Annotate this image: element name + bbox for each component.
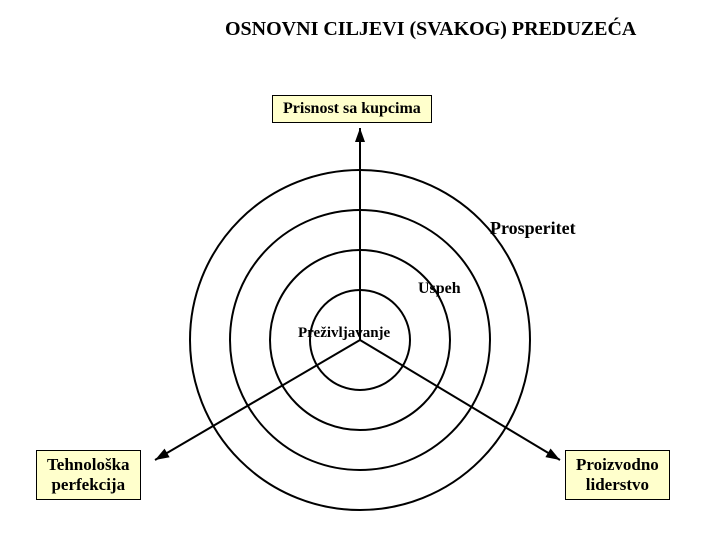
ring-label-mid: Uspeh <box>418 280 461 298</box>
diagram-canvas: OSNOVNI CILJEVI (SVAKOG) PREDUZEĆA Preži… <box>0 0 720 540</box>
box-left: Tehnološkaperfekcija <box>36 450 141 500</box>
arrows-group <box>155 128 560 460</box>
box-right: Proizvodnoliderstvo <box>565 450 670 500</box>
arrow-line <box>155 340 360 460</box>
arrow-head <box>155 449 170 460</box>
ring-label-inner: Preživljavanje <box>298 325 390 342</box>
ring-label-outer: Prosperitet <box>490 218 576 239</box>
arrow-head <box>545 449 560 460</box>
box-top: Prisnost sa kupcima <box>272 95 432 123</box>
arrow-head <box>355 128 365 142</box>
